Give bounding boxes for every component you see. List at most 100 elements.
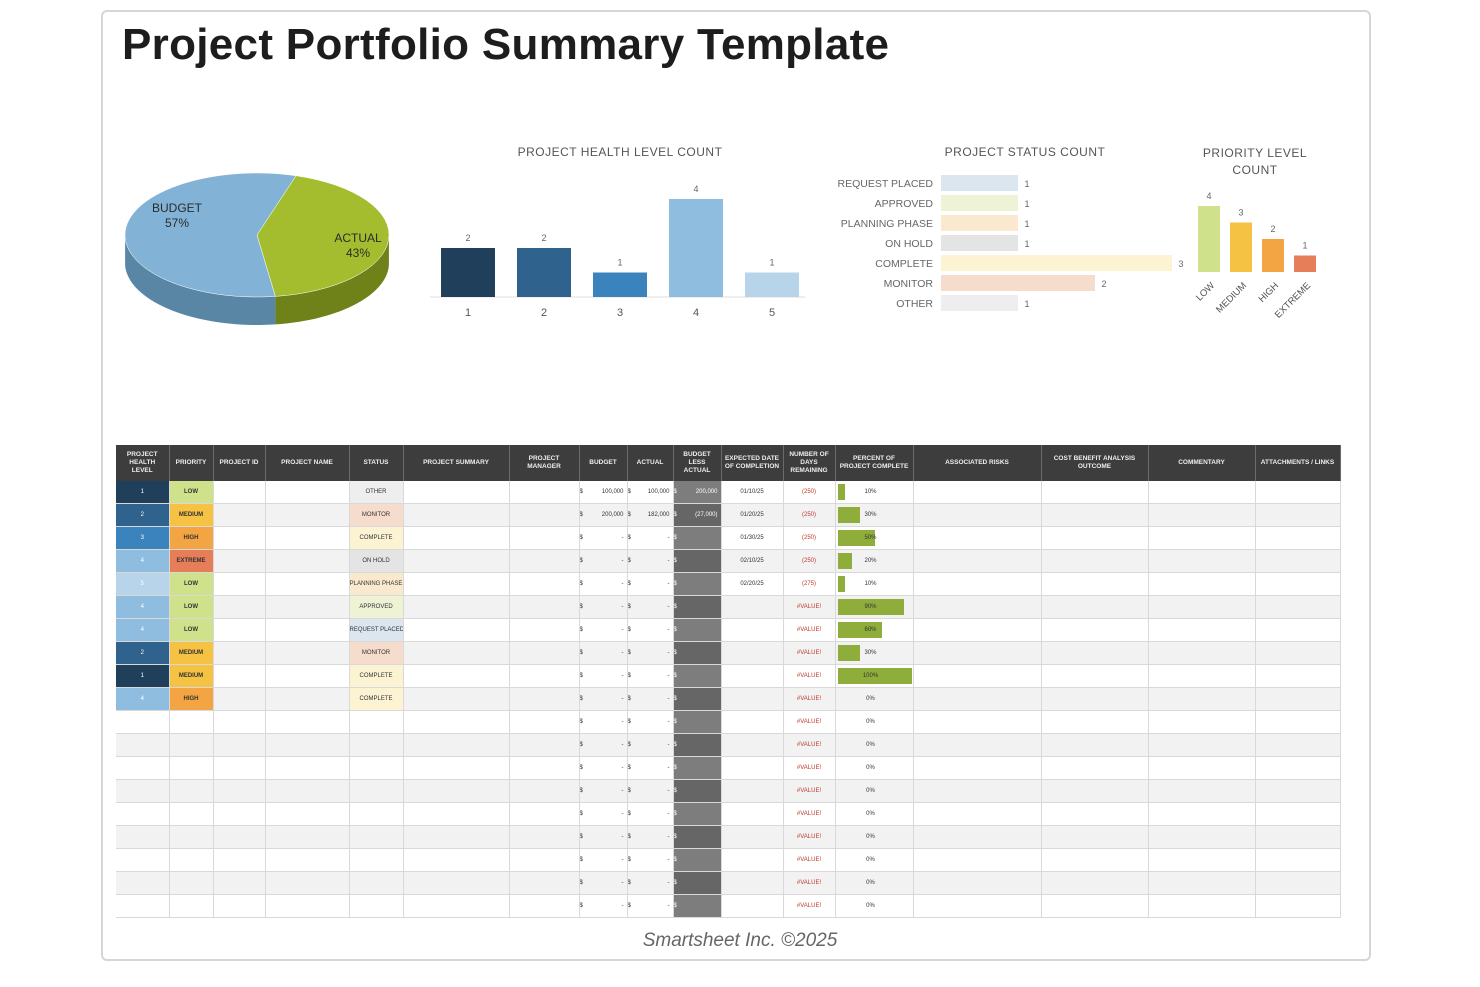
associated-risks-cell[interactable] <box>913 595 1042 619</box>
actual-cell[interactable]: $ - <box>627 526 674 550</box>
expected-date-cell[interactable] <box>721 710 784 734</box>
project-id-cell[interactable] <box>213 802 266 826</box>
project-id-cell[interactable] <box>213 572 266 596</box>
health-level-cell[interactable] <box>116 779 170 803</box>
health-level-cell[interactable]: 4 <box>116 595 170 619</box>
expected-date-cell[interactable]: 02/20/25 <box>721 572 784 596</box>
expected-date-cell[interactable] <box>721 595 784 619</box>
days-remaining-cell[interactable]: #VALUE! <box>783 664 836 688</box>
cost-benefit-cell[interactable] <box>1041 503 1149 527</box>
actual-cell[interactable]: $ - <box>627 733 674 757</box>
commentary-cell[interactable] <box>1148 848 1256 872</box>
project-name-cell[interactable] <box>265 756 350 780</box>
status-cell[interactable] <box>349 825 404 849</box>
percent-complete-cell[interactable]: 90% <box>835 595 914 619</box>
actual-cell[interactable]: $ - <box>627 756 674 780</box>
project-manager-cell[interactable] <box>509 687 580 711</box>
priority-cell[interactable]: HIGH <box>169 687 214 711</box>
associated-risks-cell[interactable] <box>913 871 1042 895</box>
cost-benefit-cell[interactable] <box>1041 549 1149 573</box>
status-cell[interactable]: COMPLETE <box>349 664 404 688</box>
project-name-cell[interactable] <box>265 595 350 619</box>
percent-complete-cell[interactable]: 0% <box>835 825 914 849</box>
health-level-cell[interactable] <box>116 825 170 849</box>
project-name-cell[interactable] <box>265 526 350 550</box>
health-level-cell[interactable]: 4 <box>116 549 170 573</box>
priority-cell[interactable] <box>169 871 214 895</box>
days-remaining-cell[interactable]: #VALUE! <box>783 618 836 642</box>
priority-cell[interactable] <box>169 733 214 757</box>
status-cell[interactable] <box>349 756 404 780</box>
health-level-cell[interactable]: 3 <box>116 526 170 550</box>
variance-cell[interactable]: $ <box>673 549 722 573</box>
actual-cell[interactable]: $ - <box>627 572 674 596</box>
project-summary-cell[interactable] <box>403 481 510 504</box>
commentary-cell[interactable] <box>1148 641 1256 665</box>
associated-risks-cell[interactable] <box>913 848 1042 872</box>
priority-cell[interactable] <box>169 894 214 918</box>
project-summary-cell[interactable] <box>403 687 510 711</box>
expected-date-cell[interactable] <box>721 733 784 757</box>
health-level-cell[interactable] <box>116 802 170 826</box>
percent-complete-cell[interactable]: 30% <box>835 503 914 527</box>
project-name-cell[interactable] <box>265 664 350 688</box>
project-manager-cell[interactable] <box>509 733 580 757</box>
priority-cell[interactable] <box>169 848 214 872</box>
percent-complete-cell[interactable]: 0% <box>835 756 914 780</box>
status-cell[interactable] <box>349 894 404 918</box>
actual-cell[interactable]: $ - <box>627 871 674 895</box>
variance-cell[interactable]: $ <box>673 756 722 780</box>
commentary-cell[interactable] <box>1148 481 1256 504</box>
budget-cell[interactable]: $100,000 <box>579 481 628 504</box>
project-summary-cell[interactable] <box>403 825 510 849</box>
actual-cell[interactable]: $ - <box>627 825 674 849</box>
associated-risks-cell[interactable] <box>913 733 1042 757</box>
days-remaining-cell[interactable]: #VALUE! <box>783 871 836 895</box>
project-id-cell[interactable] <box>213 733 266 757</box>
commentary-cell[interactable] <box>1148 733 1256 757</box>
variance-cell[interactable]: $ <box>673 825 722 849</box>
variance-cell[interactable]: $ <box>673 779 722 803</box>
cost-benefit-cell[interactable] <box>1041 756 1149 780</box>
commentary-cell[interactable] <box>1148 710 1256 734</box>
budget-cell[interactable]: $ - <box>579 848 628 872</box>
project-manager-cell[interactable] <box>509 595 580 619</box>
project-manager-cell[interactable] <box>509 802 580 826</box>
commentary-cell[interactable] <box>1148 503 1256 527</box>
status-cell[interactable]: COMPLETE <box>349 526 404 550</box>
status-cell[interactable] <box>349 802 404 826</box>
associated-risks-cell[interactable] <box>913 756 1042 780</box>
days-remaining-cell[interactable]: #VALUE! <box>783 710 836 734</box>
variance-cell[interactable]: $ <box>673 848 722 872</box>
expected-date-cell[interactable]: 01/10/25 <box>721 481 784 504</box>
project-name-cell[interactable] <box>265 481 350 504</box>
actual-cell[interactable]: $ - <box>627 710 674 734</box>
project-name-cell[interactable] <box>265 825 350 849</box>
variance-cell[interactable]: $ <box>673 802 722 826</box>
expected-date-cell[interactable] <box>721 825 784 849</box>
project-summary-cell[interactable] <box>403 641 510 665</box>
attachments-cell[interactable] <box>1255 687 1341 711</box>
actual-cell[interactable]: $ - <box>627 779 674 803</box>
project-summary-cell[interactable] <box>403 664 510 688</box>
associated-risks-cell[interactable] <box>913 641 1042 665</box>
attachments-cell[interactable] <box>1255 572 1341 596</box>
project-id-cell[interactable] <box>213 526 266 550</box>
budget-cell[interactable]: $ - <box>579 894 628 918</box>
budget-cell[interactable]: $ - <box>579 733 628 757</box>
project-manager-cell[interactable] <box>509 779 580 803</box>
cost-benefit-cell[interactable] <box>1041 687 1149 711</box>
percent-complete-cell[interactable]: 0% <box>835 733 914 757</box>
cost-benefit-cell[interactable] <box>1041 526 1149 550</box>
associated-risks-cell[interactable] <box>913 503 1042 527</box>
days-remaining-cell[interactable]: #VALUE! <box>783 825 836 849</box>
percent-complete-cell[interactable]: 0% <box>835 779 914 803</box>
project-id-cell[interactable] <box>213 894 266 918</box>
days-remaining-cell[interactable]: #VALUE! <box>783 687 836 711</box>
project-name-cell[interactable] <box>265 779 350 803</box>
project-manager-cell[interactable] <box>509 549 580 573</box>
actual-cell[interactable]: $ - <box>627 802 674 826</box>
project-summary-cell[interactable] <box>403 779 510 803</box>
project-manager-cell[interactable] <box>509 503 580 527</box>
priority-cell[interactable]: MEDIUM <box>169 503 214 527</box>
